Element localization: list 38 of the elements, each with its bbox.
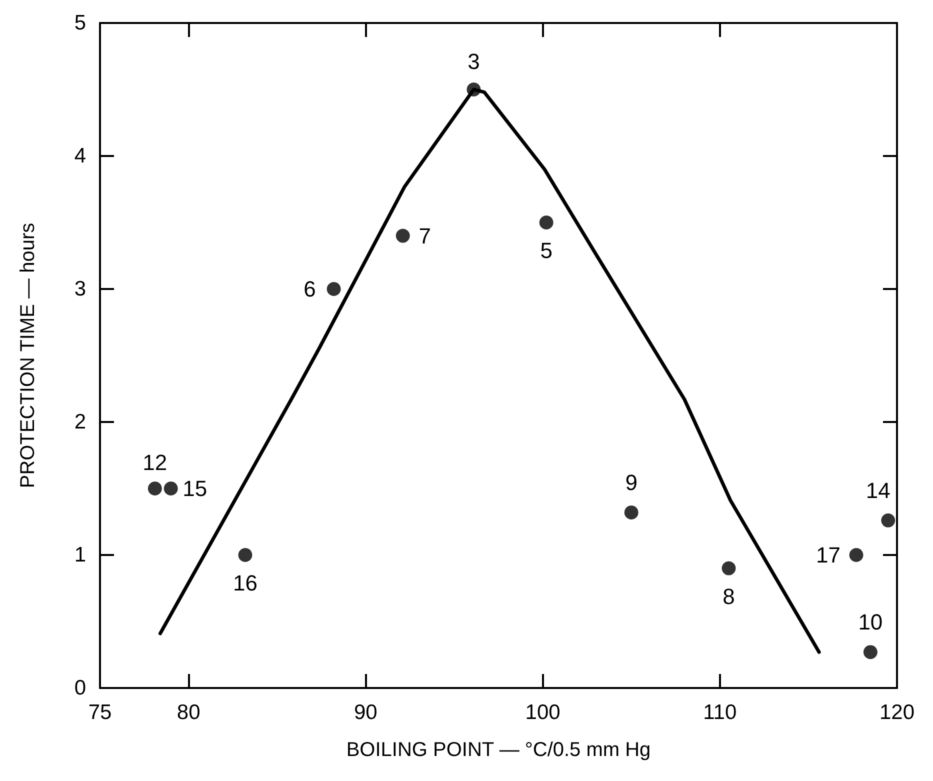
annotation: 16 (232, 570, 258, 596)
y-tick-label: 0 (74, 676, 86, 700)
point (238, 548, 252, 562)
annotation: 15 (182, 476, 208, 501)
x-tick-label: 80 (176, 701, 200, 724)
annotation: 12 (142, 450, 168, 475)
point (466, 82, 481, 96)
annotation: 6 (304, 276, 316, 302)
y-tick-label: 1 (74, 544, 86, 566)
y-tick-label: 3 (74, 278, 86, 300)
annotation: 3 (468, 49, 480, 74)
x-axis-title: BOILING POINT — °C/0.5 mm Hg (346, 739, 651, 761)
x-tick-label: 90 (354, 701, 378, 724)
point (849, 548, 864, 562)
y-axis-title: PROTECTION TIME — hours (17, 222, 39, 488)
point (722, 561, 736, 576)
point (396, 228, 410, 243)
point (326, 282, 341, 296)
point (863, 645, 878, 660)
point (148, 482, 162, 496)
y-tick-label: 4 (74, 144, 86, 168)
annotation: 9 (625, 470, 638, 495)
x-tick-label: 120 (879, 701, 915, 724)
annotation: 8 (722, 584, 735, 609)
point (624, 505, 638, 520)
x-tick-label: 100 (525, 701, 560, 724)
x-tick-label: 110 (703, 701, 737, 724)
y-tick-label: 2 (74, 410, 86, 434)
x-tick-label: 75 (88, 701, 112, 724)
point (881, 513, 896, 528)
point (539, 216, 554, 230)
annotation: 7 (418, 223, 431, 248)
annotation: 10 (858, 610, 883, 635)
point (164, 482, 178, 496)
annotation: 17 (816, 542, 841, 568)
y-tick-label: 5 (74, 12, 86, 34)
annotation: 5 (540, 238, 552, 263)
annotation: 14 (866, 478, 890, 503)
